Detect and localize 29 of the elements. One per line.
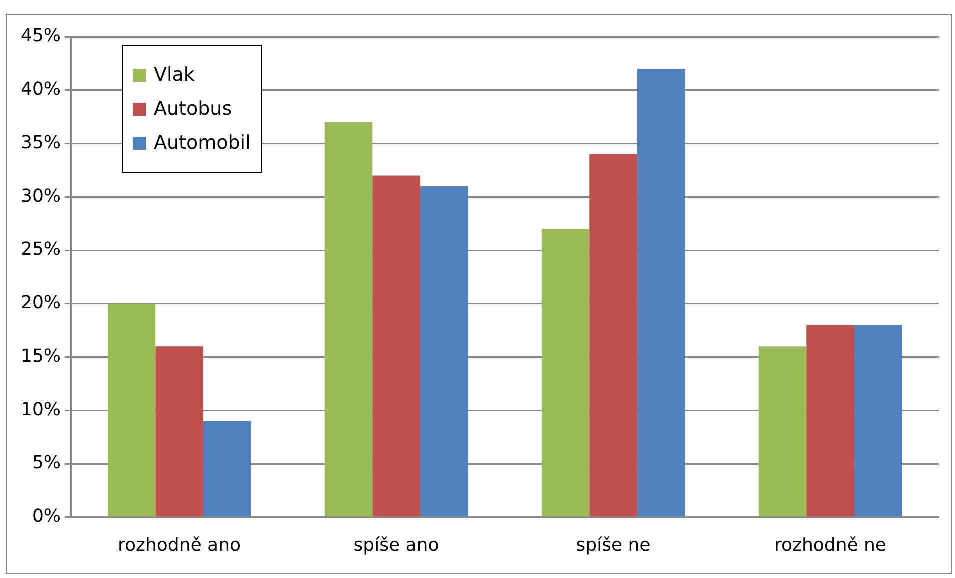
bar: [372, 176, 420, 517]
legend-label: Vlak: [154, 64, 195, 86]
bar: [758, 346, 807, 517]
bar: [108, 304, 156, 517]
legend-label: Automobil: [154, 132, 251, 154]
y-tick-label: 25%: [20, 239, 62, 260]
y-tick-label: 15%: [20, 346, 62, 367]
y-tick-label: 20%: [20, 292, 62, 314]
bar: [637, 69, 686, 517]
bar: [806, 325, 854, 517]
x-tick-label: spíše ne: [576, 534, 651, 556]
y-tick-label: 45%: [20, 26, 62, 47]
bar: [542, 229, 590, 517]
bar: [156, 346, 204, 517]
legend-label: Autobus: [154, 98, 232, 120]
y-tick-label: 10%: [20, 399, 62, 420]
x-tick-label: rozhodně ano: [118, 534, 241, 556]
bar: [854, 325, 902, 517]
x-tick-label: spíše ano: [354, 534, 440, 556]
bar: [420, 186, 468, 517]
bar: [203, 421, 252, 517]
y-tick-label: 40%: [20, 79, 62, 100]
y-tick-label: 0%: [32, 506, 62, 528]
bar: [324, 122, 373, 517]
y-tick-label: 5%: [32, 452, 62, 474]
x-tick-label: rozhodně ne: [774, 534, 886, 556]
y-tick-label: 35%: [20, 132, 62, 154]
bar: [590, 154, 638, 517]
y-tick-label: 30%: [20, 186, 62, 207]
